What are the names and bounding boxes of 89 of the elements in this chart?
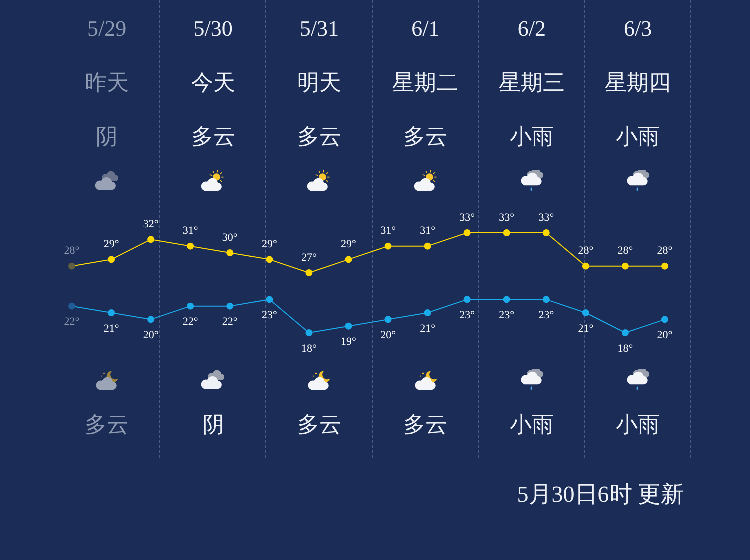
text: 小雨 [508,412,555,438]
point [424,310,432,316]
data-label: 23° [262,310,278,322]
point [306,270,313,276]
point [226,250,234,256]
point [266,256,274,264]
data-label: 23° [499,310,515,322]
point [464,296,471,304]
data-label: 31° [420,225,436,238]
data-label: 28° [578,245,594,258]
point [662,316,668,324]
point [622,330,629,336]
point [108,310,116,316]
data-label: 32° [143,218,159,231]
point [622,262,629,270]
point [345,256,352,264]
point [68,262,76,270]
point [266,296,274,304]
data-label: 29° [104,238,120,251]
text: 昨天 [84,70,130,96]
data-label: 20° [143,330,159,342]
text: 星期三 [498,70,566,96]
data-label: 27° [301,252,317,264]
text: 5/30 [192,16,234,42]
text: 多云 [190,124,236,150]
data-label: 29° [341,238,356,251]
point [108,256,116,264]
text: 5月30日6时 更新 [517,481,684,509]
text: 星期二 [392,70,460,96]
text: 多云 [84,412,130,438]
data-label: 31° [380,225,396,238]
text: 明天 [296,70,342,96]
text: 小雨 [615,124,662,150]
point [68,302,76,310]
point [187,302,194,310]
data-label: 28° [657,245,673,258]
data-label: 23° [538,310,554,322]
text: 5/29 [86,16,128,42]
text: 阴 [201,412,226,438]
text: 多云 [402,412,449,438]
point [582,262,590,270]
text: 多云 [296,412,342,438]
data-label: 18° [301,342,317,355]
data-label: 33° [460,212,476,224]
data-label: 22° [64,316,80,328]
data-label: 22° [222,316,238,328]
point [187,242,194,250]
point [542,230,550,236]
data-label: 21° [104,322,120,335]
text: 阴 [95,124,120,150]
data-label: 30° [222,232,238,244]
data-label: 19° [341,336,356,348]
data-label: 31° [182,225,198,238]
data-label: 28° [64,245,80,258]
data-label: 20° [657,330,673,342]
data-label: 21° [578,322,594,335]
point [503,230,510,236]
text: 多云 [402,124,449,150]
data-label: 18° [618,342,634,355]
point [464,230,471,236]
data-label: 28° [618,245,634,258]
text: 5/31 [298,16,340,42]
point [582,310,590,316]
text: 6/3 [623,16,654,42]
text: 今天 [190,70,236,96]
text: 星期四 [604,70,672,96]
point [542,296,550,304]
text: 小雨 [615,412,662,438]
point [306,330,313,336]
data-label: 33° [499,212,515,224]
data-label: 33° [538,212,554,224]
point [226,302,234,310]
point [384,316,392,324]
data-label: 29° [262,238,278,251]
point [662,262,668,270]
point [345,322,352,330]
point [148,236,155,244]
point [148,316,155,324]
text: 多云 [296,124,342,150]
text: 6/1 [410,16,441,42]
point [384,242,392,250]
text: 小雨 [508,124,555,150]
point [424,242,432,250]
data-label: 23° [460,310,476,322]
text: 6/2 [516,16,547,42]
data-label: 22° [182,316,198,328]
data-label: 20° [380,330,396,342]
point [503,296,510,304]
data-label: 21° [420,322,436,335]
